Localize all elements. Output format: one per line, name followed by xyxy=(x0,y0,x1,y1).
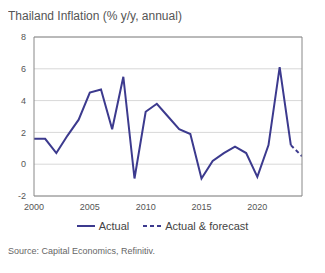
html-text:Actual & forecast: Actual & forecast xyxy=(165,220,249,232)
svg-text:4: 4 xyxy=(21,96,26,106)
svg-text:8: 8 xyxy=(21,32,26,42)
svg-text:2015: 2015 xyxy=(191,202,211,212)
html-text:Actual: Actual xyxy=(98,220,130,232)
svg-text:-2: -2 xyxy=(18,191,26,201)
svg-text:6: 6 xyxy=(21,64,26,74)
svg-text:2020: 2020 xyxy=(247,202,267,212)
html-text:Source: Capital Economics, Ref: Source: Capital Economics, Refinitiv. xyxy=(8,246,155,256)
svg-text:0: 0 xyxy=(21,159,26,169)
html-text:Thailand Inflation (% y/y, ann: Thailand Inflation (% y/y, annual) xyxy=(8,9,182,23)
svg-text:2005: 2005 xyxy=(80,202,100,212)
svg-text:2: 2 xyxy=(21,128,26,138)
svg-text:2010: 2010 xyxy=(136,202,156,212)
svg-text:2000: 2000 xyxy=(24,202,44,212)
